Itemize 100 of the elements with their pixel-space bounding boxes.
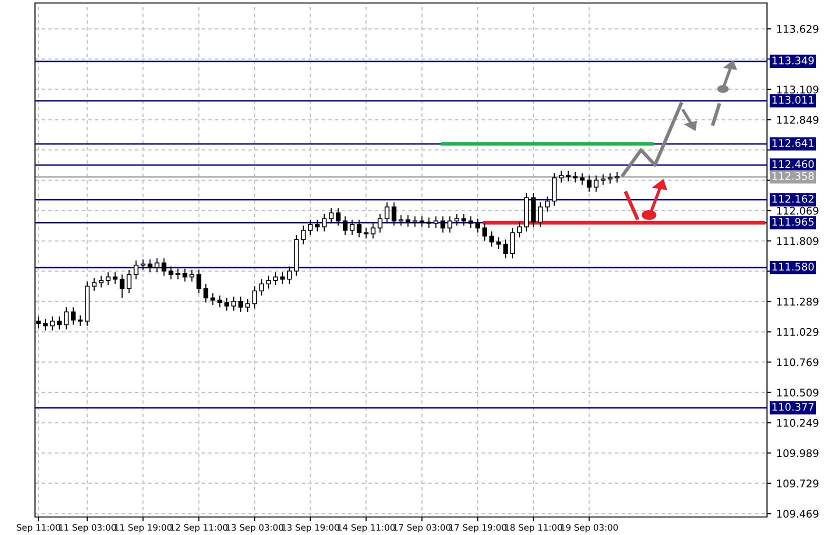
candlestick bbox=[328, 208, 334, 224]
candlestick bbox=[245, 298, 250, 312]
candlestick bbox=[503, 239, 508, 259]
candlestick bbox=[92, 278, 97, 292]
ref-line-label: 111.965 bbox=[772, 218, 814, 226]
candlestick bbox=[134, 260, 138, 280]
y-tick-label: 110.509 bbox=[777, 388, 818, 397]
candlestick bbox=[322, 213, 327, 232]
ref-line-label: 112.358 bbox=[772, 172, 814, 180]
candlestick bbox=[126, 269, 132, 294]
y-tick-label: 113.629 bbox=[777, 24, 818, 33]
y-tick-label: 109.729 bbox=[777, 480, 818, 488]
candlestick bbox=[196, 269, 202, 294]
candlestick bbox=[148, 258, 152, 273]
ref-line-label: 112.641 bbox=[772, 139, 814, 147]
candlestick bbox=[301, 225, 306, 245]
candlestick bbox=[586, 174, 592, 192]
ref-line-label: 113.011 bbox=[772, 96, 814, 104]
candlestick bbox=[259, 278, 264, 296]
candlestick bbox=[420, 216, 424, 228]
candlestick bbox=[384, 202, 390, 224]
x-tick-label: 13 Sep 19:00 bbox=[282, 524, 339, 532]
x-tick-label: 17 Sep 03:00 bbox=[394, 524, 451, 532]
candlestick bbox=[426, 216, 432, 229]
candlestick bbox=[350, 219, 355, 236]
candlestick bbox=[203, 283, 208, 304]
ref-line-label: 110.377 bbox=[772, 402, 814, 411]
y-tick-label: 111.289 bbox=[777, 298, 818, 306]
candlestick bbox=[608, 172, 612, 184]
candlestick bbox=[454, 213, 460, 226]
candlestick bbox=[231, 296, 236, 312]
y-tick-label: 112.069 bbox=[777, 206, 818, 215]
y-tick-label: 109.989 bbox=[777, 449, 818, 458]
candlestick bbox=[545, 196, 550, 212]
x-tick-label: 11 Sep 19:00 bbox=[114, 524, 172, 532]
candlestick bbox=[496, 236, 501, 250]
ref-line-label: 113.349 bbox=[772, 56, 814, 64]
x-tick-label: 12 Sep 11:00 bbox=[170, 524, 228, 532]
candlestick bbox=[162, 258, 166, 276]
candlestick bbox=[217, 294, 222, 308]
candlestick bbox=[572, 171, 578, 184]
candlestick bbox=[273, 272, 278, 286]
candlestick bbox=[176, 268, 180, 280]
candlestick bbox=[406, 214, 410, 228]
candlestick bbox=[482, 222, 487, 242]
candlestick bbox=[398, 214, 404, 226]
candlestick bbox=[434, 216, 438, 229]
candlestick bbox=[98, 275, 104, 288]
candlestick bbox=[266, 275, 271, 290]
candlestick bbox=[614, 171, 620, 184]
candlestick bbox=[43, 318, 48, 332]
candlestick bbox=[112, 272, 118, 284]
x-tick-label: 19 Sep 03:00 bbox=[560, 524, 618, 532]
candlestick bbox=[447, 216, 452, 234]
candlestick bbox=[489, 230, 494, 248]
y-tick-label: 111.029 bbox=[777, 328, 818, 336]
candlestick bbox=[336, 208, 341, 226]
candlestick bbox=[356, 219, 362, 238]
candlestick bbox=[280, 272, 285, 284]
candlestick bbox=[238, 296, 243, 312]
candlestick bbox=[287, 266, 292, 284]
candlestick bbox=[120, 274, 124, 298]
candlestick bbox=[78, 314, 83, 326]
y-tick-label: 110.249 bbox=[777, 418, 818, 427]
ref-line-label: 111.580 bbox=[772, 262, 814, 271]
ref-line-label: 112.162 bbox=[772, 194, 814, 203]
candlestick bbox=[412, 216, 418, 228]
candlestick bbox=[182, 268, 188, 282]
candlestick bbox=[71, 306, 76, 326]
x-tick-label: 11 Sep 03:00 bbox=[59, 524, 116, 532]
candlestick bbox=[468, 216, 474, 229]
candlestick bbox=[57, 316, 62, 330]
candlestick bbox=[154, 258, 160, 273]
y-tick-label: 112.849 bbox=[777, 116, 818, 124]
candlestick bbox=[50, 316, 55, 332]
x-tick-label: Sep 11:00 bbox=[16, 524, 60, 532]
candlestick bbox=[517, 222, 522, 238]
candlestick bbox=[378, 213, 382, 234]
y-tick-label: 109.469 bbox=[777, 510, 818, 518]
x-tick-label: 17 Sep 19:00 bbox=[449, 524, 506, 532]
candlestick bbox=[308, 219, 313, 236]
candlestick bbox=[168, 266, 174, 280]
candlestick bbox=[224, 297, 230, 312]
y-tick-label: 111.809 bbox=[777, 237, 818, 245]
candlestick bbox=[594, 174, 599, 192]
candlestick bbox=[190, 269, 194, 282]
candlestick bbox=[315, 219, 320, 232]
x-tick-label: 18 Sep 11:00 bbox=[505, 524, 562, 532]
candlestick bbox=[510, 227, 515, 259]
candlestick bbox=[140, 258, 146, 270]
candlestick bbox=[552, 172, 557, 206]
candlestick bbox=[440, 216, 446, 234]
candlestick bbox=[64, 306, 69, 330]
candlestick bbox=[364, 227, 368, 239]
candlestick bbox=[392, 202, 396, 226]
candlestick bbox=[461, 213, 466, 226]
x-tick-label: 14 Sep 11:00 bbox=[338, 524, 395, 532]
candlestick bbox=[342, 216, 348, 236]
y-tick-label: 113.109 bbox=[777, 86, 818, 94]
ref-line-label: 112.460 bbox=[772, 160, 814, 168]
